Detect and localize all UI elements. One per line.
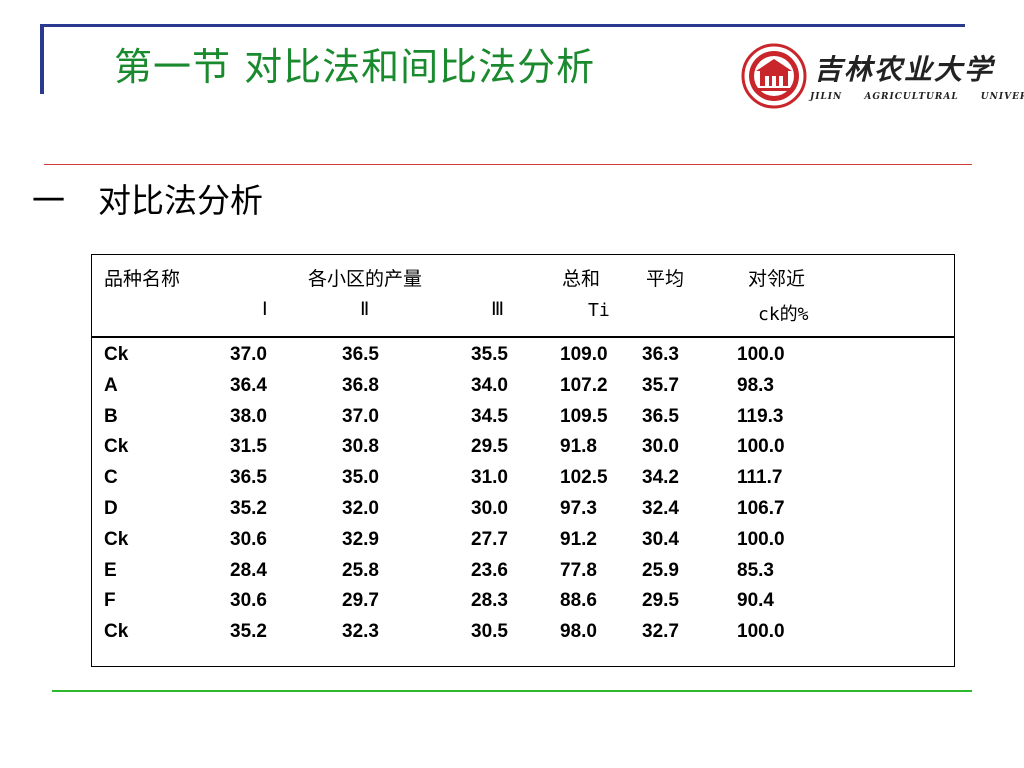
cell-plot-2: 36.5 bbox=[342, 344, 379, 365]
slide-title: 第一节 对比法和间比法分析 bbox=[114, 45, 596, 89]
cell-plot-2: 32.3 bbox=[342, 621, 379, 643]
cell-plot-3: 35.5 bbox=[471, 344, 508, 365]
cell-average: 32.7 bbox=[642, 621, 679, 643]
cell-total: 88.6 bbox=[560, 590, 597, 612]
header-ck-percent-line1: 对邻近 bbox=[748, 268, 806, 290]
header-variety: 品种名称 bbox=[104, 268, 181, 290]
cell-plot-3: 30.5 bbox=[471, 621, 508, 643]
cell-variety: F bbox=[104, 590, 116, 612]
header-total: 总和 bbox=[562, 268, 601, 290]
cell-total: 109.5 bbox=[560, 405, 608, 427]
cell-plot-2: 32.0 bbox=[342, 498, 379, 519]
header-ck-percent-line2: ck的% bbox=[758, 304, 809, 325]
cell-average: 36.3 bbox=[642, 344, 679, 365]
header-plot-3: Ⅲ bbox=[491, 298, 505, 320]
header-plot-2: Ⅱ bbox=[360, 298, 370, 320]
university-emblem-icon bbox=[741, 43, 807, 109]
cell-average: 30.4 bbox=[642, 528, 679, 550]
cell-variety: C bbox=[104, 467, 118, 489]
cell-ck-percent: 111.7 bbox=[737, 467, 783, 489]
cell-average: 32.4 bbox=[642, 498, 679, 519]
cell-variety: D bbox=[104, 498, 118, 519]
table-header-divider bbox=[92, 336, 954, 338]
cell-plot-2: 36.8 bbox=[342, 374, 379, 396]
cell-plot-1: 35.2 bbox=[230, 498, 267, 519]
cell-plot-1: 36.4 bbox=[230, 374, 267, 396]
cell-total: 109.0 bbox=[560, 344, 608, 365]
cell-ck-percent: 90.4 bbox=[737, 590, 774, 612]
header-plot-1: Ⅰ bbox=[262, 298, 268, 320]
cell-total: 98.0 bbox=[560, 621, 597, 643]
university-name-cn: 吉林农业大学 bbox=[814, 53, 995, 86]
cell-total: 102.5 bbox=[560, 467, 608, 489]
cell-variety: A bbox=[104, 374, 118, 396]
cell-plot-1: 30.6 bbox=[230, 528, 267, 550]
cell-plot-1: 37.0 bbox=[230, 344, 267, 365]
cell-variety: Ck bbox=[104, 528, 129, 550]
cell-ck-percent: 106.7 bbox=[737, 498, 785, 519]
cell-total: 97.3 bbox=[560, 498, 597, 519]
title-frame-top-border bbox=[40, 24, 965, 27]
cell-plot-3: 27.7 bbox=[471, 528, 508, 550]
cell-plot-3: 29.5 bbox=[471, 436, 508, 458]
cell-plot-3: 23.6 bbox=[471, 559, 508, 581]
cell-plot-2: 32.9 bbox=[342, 528, 379, 550]
cell-plot-1: 35.2 bbox=[230, 621, 267, 643]
cell-plot-2: 37.0 bbox=[342, 405, 379, 427]
title-frame-left-border bbox=[40, 26, 44, 94]
cell-ck-percent: 98.3 bbox=[737, 374, 774, 396]
section-number: 一 bbox=[32, 181, 65, 220]
cell-variety: E bbox=[104, 559, 117, 581]
cell-plot-1: 28.4 bbox=[230, 559, 267, 581]
cell-average: 34.2 bbox=[642, 467, 679, 489]
cell-plot-1: 30.6 bbox=[230, 590, 267, 612]
cell-plot-3: 28.3 bbox=[471, 590, 508, 612]
cell-variety: Ck bbox=[104, 621, 129, 643]
cell-variety: Ck bbox=[104, 436, 129, 458]
cell-plot-3: 34.0 bbox=[471, 374, 508, 396]
cell-total: 91.8 bbox=[560, 436, 597, 458]
section-title: 对比法分析 bbox=[98, 181, 263, 220]
cell-average: 30.0 bbox=[642, 436, 679, 458]
cell-variety: B bbox=[104, 405, 118, 427]
section-heading: 一对比法分析 bbox=[32, 174, 263, 222]
cell-plot-3: 30.0 bbox=[471, 498, 508, 519]
cell-ck-percent: 85.3 bbox=[737, 559, 774, 581]
header-plot-yield: 各小区的产量 bbox=[308, 268, 423, 290]
cell-plot-2: 35.0 bbox=[342, 467, 379, 489]
yield-comparison-table: 品种名称 各小区的产量 总和 平均 对邻近 Ⅰ Ⅱ Ⅲ Ti ck的% Ck 37… bbox=[91, 254, 955, 667]
cell-plot-2: 29.7 bbox=[342, 590, 379, 612]
cell-ck-percent: 119.3 bbox=[737, 405, 784, 427]
footer-divider-green bbox=[52, 690, 972, 692]
cell-total: 91.2 bbox=[560, 528, 597, 550]
cell-ck-percent: 100.0 bbox=[737, 528, 785, 550]
cell-total: 77.8 bbox=[560, 559, 597, 581]
cell-ck-percent: 100.0 bbox=[737, 436, 785, 458]
cell-ck-percent: 100.0 bbox=[737, 621, 785, 643]
university-name-en: JILIN AGRICULTURAL UNIVERSITY bbox=[810, 92, 1024, 102]
cell-average: 25.9 bbox=[642, 559, 679, 581]
cell-plot-3: 34.5 bbox=[471, 405, 508, 427]
cell-plot-1: 31.5 bbox=[230, 436, 267, 458]
header-total-symbol: Ti bbox=[588, 300, 610, 321]
cell-variety: Ck bbox=[104, 344, 129, 365]
cell-total: 107.2 bbox=[560, 374, 608, 396]
cell-plot-1: 36.5 bbox=[230, 467, 267, 489]
cell-plot-3: 31.0 bbox=[471, 467, 508, 489]
university-logo: 吉林农业大学 JILIN AGRICULTURAL UNIVERSITY bbox=[740, 42, 1024, 112]
header-average: 平均 bbox=[646, 268, 685, 290]
header-divider-red bbox=[44, 164, 972, 165]
cell-average: 29.5 bbox=[642, 590, 679, 612]
cell-average: 36.5 bbox=[642, 405, 679, 427]
cell-plot-2: 30.8 bbox=[342, 436, 379, 458]
cell-average: 35.7 bbox=[642, 374, 679, 396]
cell-plot-1: 38.0 bbox=[230, 405, 267, 427]
cell-plot-2: 25.8 bbox=[342, 559, 379, 581]
cell-ck-percent: 100.0 bbox=[737, 344, 785, 365]
